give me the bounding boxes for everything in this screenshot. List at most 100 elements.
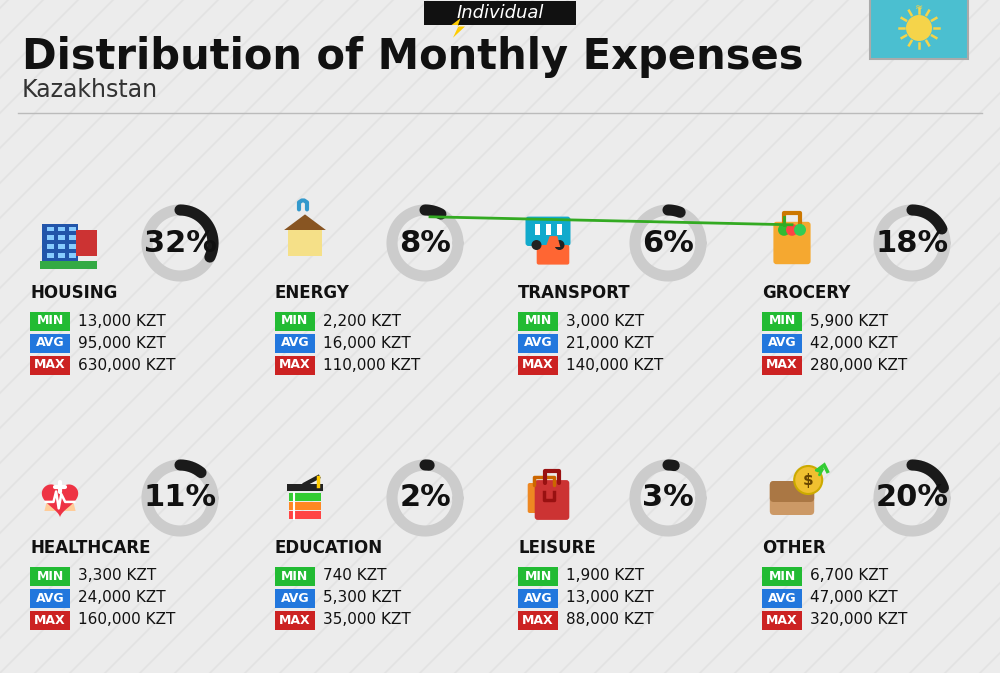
FancyBboxPatch shape <box>762 567 802 586</box>
Circle shape <box>906 15 932 41</box>
Text: 320,000 KZT: 320,000 KZT <box>810 612 907 627</box>
Text: Distribution of Monthly Expenses: Distribution of Monthly Expenses <box>22 36 804 78</box>
FancyBboxPatch shape <box>518 355 558 374</box>
Text: MIN: MIN <box>524 314 552 328</box>
FancyBboxPatch shape <box>424 1 576 25</box>
Text: 630,000 KZT: 630,000 KZT <box>78 357 176 372</box>
FancyBboxPatch shape <box>770 481 814 515</box>
Text: MAX: MAX <box>34 359 66 371</box>
Polygon shape <box>284 215 326 230</box>
Text: 140,000 KZT: 140,000 KZT <box>566 357 663 372</box>
Text: 18%: 18% <box>875 229 949 258</box>
Text: MIN: MIN <box>36 314 64 328</box>
FancyBboxPatch shape <box>69 244 76 249</box>
Circle shape <box>786 224 798 236</box>
Text: 2,200 KZT: 2,200 KZT <box>323 314 401 328</box>
Text: MAX: MAX <box>522 359 554 371</box>
Text: 6%: 6% <box>642 229 694 258</box>
Text: 110,000 KZT: 110,000 KZT <box>323 357 420 372</box>
FancyBboxPatch shape <box>537 245 569 264</box>
Text: MAX: MAX <box>34 614 66 627</box>
Text: HOUSING: HOUSING <box>30 284 117 302</box>
Text: 13,000 KZT: 13,000 KZT <box>78 314 166 328</box>
Text: 16,000 KZT: 16,000 KZT <box>323 336 411 351</box>
Text: 1,900 KZT: 1,900 KZT <box>566 569 644 583</box>
FancyBboxPatch shape <box>534 224 540 235</box>
FancyBboxPatch shape <box>30 334 70 353</box>
FancyBboxPatch shape <box>762 610 802 629</box>
FancyBboxPatch shape <box>69 227 76 232</box>
FancyBboxPatch shape <box>546 224 550 235</box>
Text: OTHER: OTHER <box>762 539 826 557</box>
Text: 3,000 KZT: 3,000 KZT <box>566 314 644 328</box>
FancyBboxPatch shape <box>30 610 70 629</box>
FancyBboxPatch shape <box>58 227 65 232</box>
Text: 740 KZT: 740 KZT <box>323 569 386 583</box>
FancyBboxPatch shape <box>773 222 811 264</box>
Text: 20%: 20% <box>876 483 948 513</box>
Text: MAX: MAX <box>766 614 798 627</box>
Text: 24,000 KZT: 24,000 KZT <box>78 590 166 606</box>
Text: EDUCATION: EDUCATION <box>275 539 383 557</box>
Text: 32%: 32% <box>144 229 216 258</box>
FancyBboxPatch shape <box>289 502 321 509</box>
FancyBboxPatch shape <box>40 260 97 269</box>
Text: TRANSPORT: TRANSPORT <box>518 284 631 302</box>
Text: AVG: AVG <box>524 592 552 604</box>
FancyBboxPatch shape <box>518 588 558 608</box>
Text: Kazakhstan: Kazakhstan <box>22 78 158 102</box>
FancyBboxPatch shape <box>275 334 315 353</box>
FancyBboxPatch shape <box>518 334 558 353</box>
FancyBboxPatch shape <box>275 588 315 608</box>
Text: 160,000 KZT: 160,000 KZT <box>78 612 175 627</box>
Text: AVG: AVG <box>36 336 64 349</box>
Text: Individual: Individual <box>456 4 544 22</box>
Text: AVG: AVG <box>768 336 796 349</box>
Text: HEALTHCARE: HEALTHCARE <box>30 539 150 557</box>
FancyBboxPatch shape <box>526 217 570 246</box>
Text: 42,000 KZT: 42,000 KZT <box>810 336 898 351</box>
Text: MAX: MAX <box>279 359 311 371</box>
Text: MIN: MIN <box>768 569 796 583</box>
Text: MAX: MAX <box>279 614 311 627</box>
Polygon shape <box>44 501 76 511</box>
Text: 6,700 KZT: 6,700 KZT <box>810 569 888 583</box>
Circle shape <box>794 466 822 494</box>
FancyBboxPatch shape <box>762 334 802 353</box>
Text: 11%: 11% <box>143 483 217 513</box>
FancyBboxPatch shape <box>762 355 802 374</box>
FancyBboxPatch shape <box>275 567 315 586</box>
FancyBboxPatch shape <box>762 588 802 608</box>
FancyBboxPatch shape <box>289 493 321 501</box>
Text: 21,000 KZT: 21,000 KZT <box>566 336 654 351</box>
Text: MIN: MIN <box>524 569 552 583</box>
FancyBboxPatch shape <box>275 610 315 629</box>
Text: 95,000 KZT: 95,000 KZT <box>78 336 166 351</box>
FancyBboxPatch shape <box>47 227 54 232</box>
Circle shape <box>794 224 806 236</box>
Text: MIN: MIN <box>768 314 796 328</box>
FancyBboxPatch shape <box>518 610 558 629</box>
FancyBboxPatch shape <box>30 567 70 586</box>
Text: $: $ <box>803 472 814 487</box>
Text: 5,900 KZT: 5,900 KZT <box>810 314 888 328</box>
FancyBboxPatch shape <box>69 253 76 258</box>
Text: MIN: MIN <box>281 569 309 583</box>
FancyBboxPatch shape <box>30 312 70 330</box>
Text: 2%: 2% <box>399 483 451 513</box>
Text: 47,000 KZT: 47,000 KZT <box>810 590 898 606</box>
FancyBboxPatch shape <box>289 511 321 519</box>
FancyBboxPatch shape <box>762 312 802 330</box>
FancyBboxPatch shape <box>528 483 554 513</box>
Text: 13,000 KZT: 13,000 KZT <box>566 590 654 606</box>
FancyBboxPatch shape <box>287 484 323 491</box>
Text: AVG: AVG <box>768 592 796 604</box>
Text: ≈: ≈ <box>915 2 923 12</box>
Text: 280,000 KZT: 280,000 KZT <box>810 357 907 372</box>
FancyBboxPatch shape <box>288 230 322 256</box>
FancyBboxPatch shape <box>770 481 814 502</box>
FancyBboxPatch shape <box>275 312 315 330</box>
Text: 5,300 KZT: 5,300 KZT <box>323 590 401 606</box>
FancyBboxPatch shape <box>69 236 76 240</box>
FancyBboxPatch shape <box>58 253 65 258</box>
